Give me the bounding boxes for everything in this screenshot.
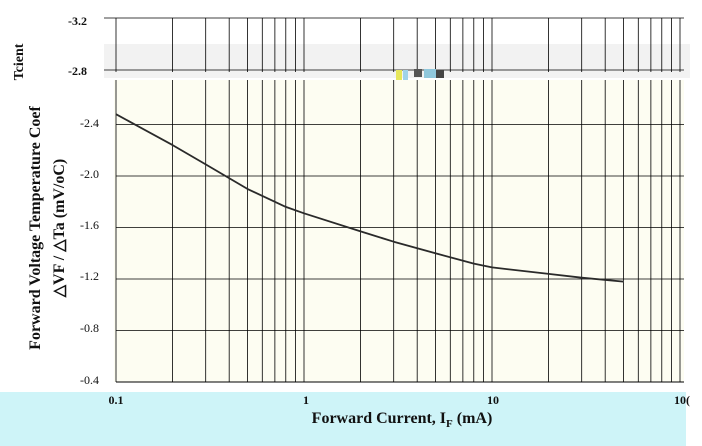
top-grid (104, 17, 684, 72)
x-tick-label: 0.1 (109, 393, 124, 407)
y-tick-label: -0.4 (80, 373, 99, 387)
bottom-band (0, 392, 686, 446)
y-tick-label: -3.2 (68, 14, 87, 28)
y-tick-label: -2.4 (80, 116, 99, 130)
y-tick-label: -1.6 (80, 218, 99, 232)
x-tick-label: 1 (303, 393, 309, 407)
y-tick-label: -2.0 (80, 167, 99, 181)
series-layer (115, 113, 624, 283)
x-axis-label: Forward Current, IF (mA) (312, 410, 493, 430)
x-tick-label: 10 (487, 393, 499, 407)
y-tick-label: -1.2 (80, 269, 99, 283)
main-grid (115, 80, 684, 383)
y-tick-label: -0.8 (80, 321, 99, 335)
y-axis-label-line1: Forward Voltage Temperature Coef (27, 105, 44, 349)
y-axis-label-fragment: Tcient (12, 43, 27, 80)
image-artifact (396, 69, 444, 80)
plot-area (114, 80, 684, 382)
y-tick-label: -2.8 (68, 64, 87, 78)
y-axis-label-line2: △VF / △Ta (mV/oC) (51, 159, 68, 299)
x-tick-label: 10( (674, 393, 690, 407)
series-line (115, 113, 624, 283)
